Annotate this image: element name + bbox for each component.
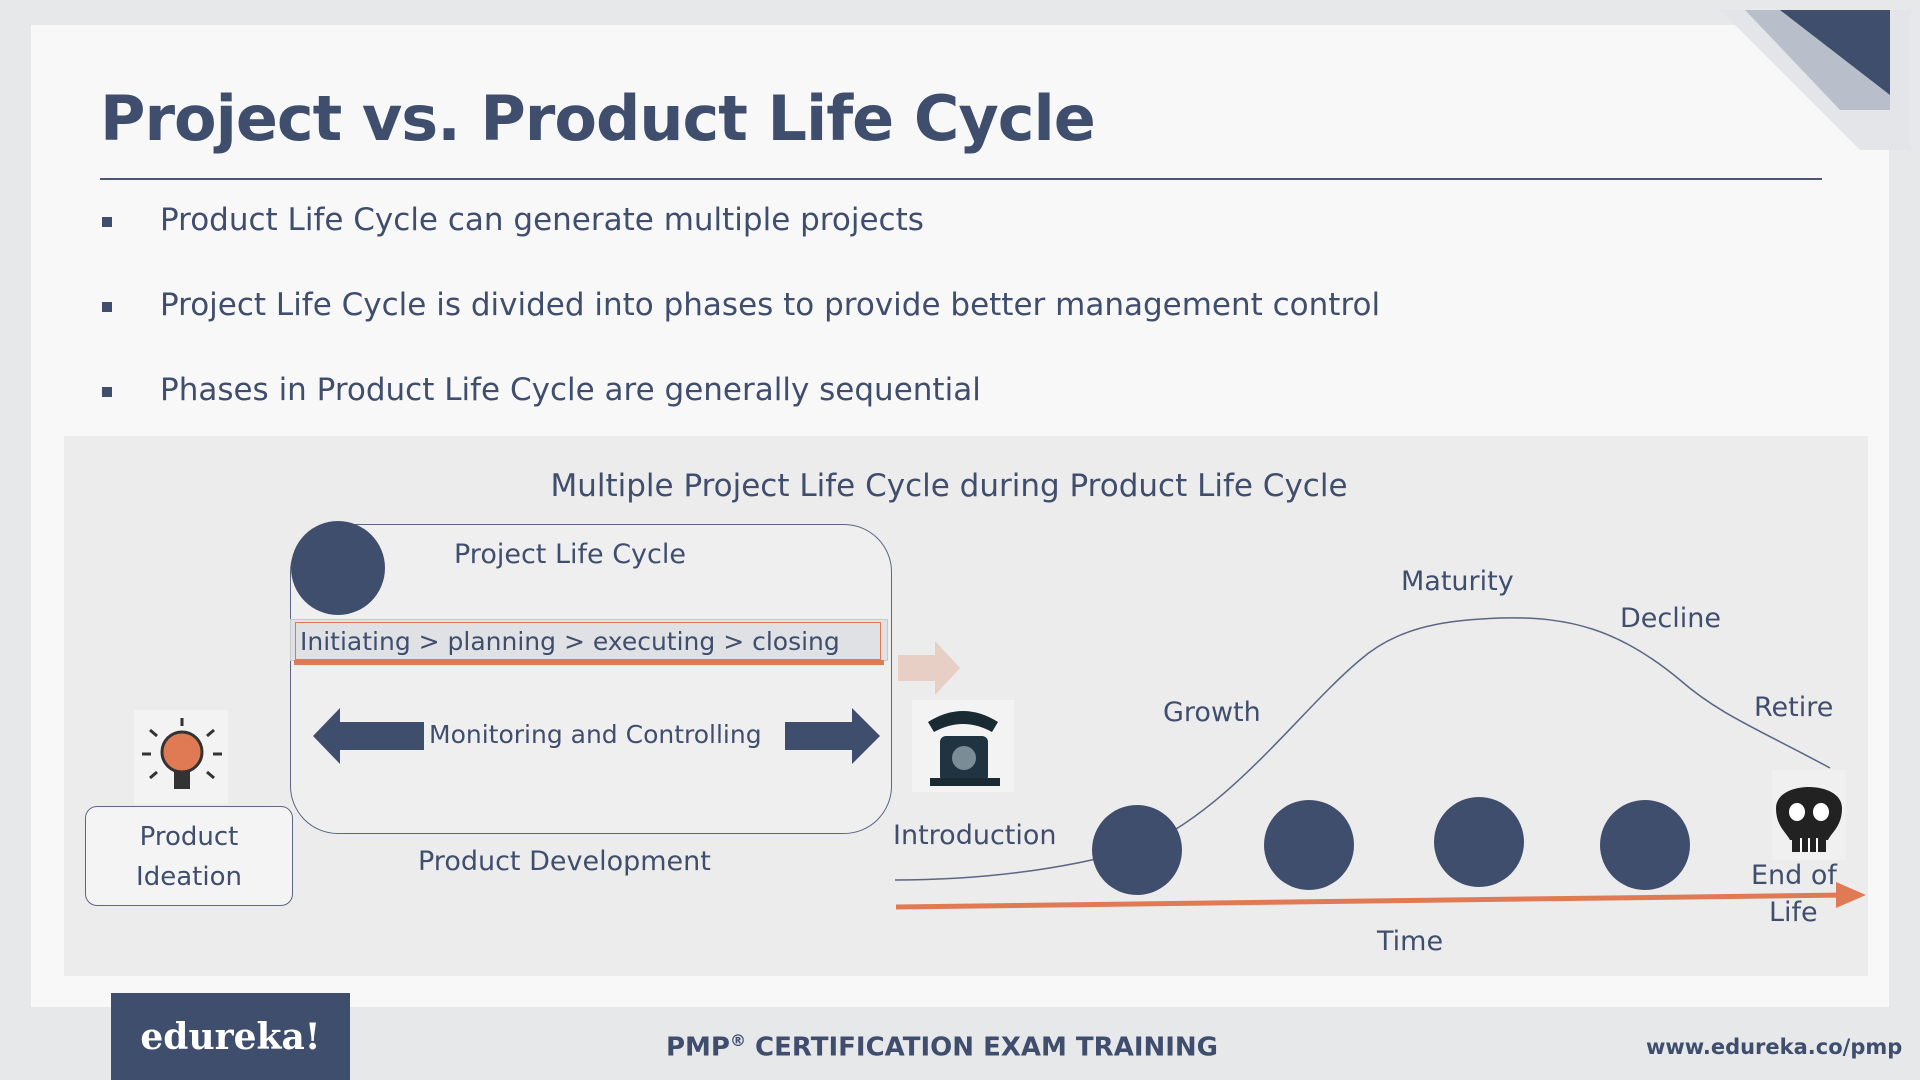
bullet-marker bbox=[102, 217, 112, 227]
footer-course-title: PMP® CERTIFICATION EXAM TRAINING bbox=[666, 1031, 1218, 1063]
stage-introduction: Introduction bbox=[893, 820, 1057, 851]
title-divider bbox=[100, 178, 1822, 180]
stage-growth: Growth bbox=[1163, 697, 1261, 728]
lightbulb-icon bbox=[134, 710, 228, 804]
stage-decline: Decline bbox=[1620, 603, 1721, 634]
telephone-icon bbox=[912, 700, 1014, 792]
product-ideation-line1: Product bbox=[139, 822, 239, 852]
phases-frame bbox=[295, 622, 881, 660]
skull-icon bbox=[1772, 770, 1846, 860]
stage-retire: Retire bbox=[1754, 692, 1834, 723]
bullet-text: Phases in Product Life Cycle are general… bbox=[160, 372, 981, 408]
time-axis-label: Time bbox=[1377, 926, 1444, 957]
stage-maturity: Maturity bbox=[1401, 566, 1514, 597]
stage-circle bbox=[1092, 805, 1182, 895]
project-life-cycle-label: Project Life Cycle bbox=[454, 539, 686, 570]
transition-arrow-icon bbox=[898, 641, 960, 695]
diagram-title: Multiple Project Life Cycle during Produ… bbox=[550, 468, 1348, 504]
phases-text: Initiating > planning > executing > clos… bbox=[300, 627, 840, 656]
bullet-marker bbox=[102, 302, 112, 312]
phases-bar bbox=[290, 619, 888, 661]
end-of-life-line2: Life bbox=[1769, 897, 1818, 928]
bullet-text: Product Life Cycle can generate multiple… bbox=[160, 202, 924, 238]
bullet-text: Project Life Cycle is divided into phase… bbox=[160, 287, 1381, 323]
monitoring-label: Monitoring and Controlling bbox=[429, 720, 762, 749]
registered-mark: ® bbox=[729, 1031, 746, 1050]
corner-decoration bbox=[1720, 10, 1910, 150]
edureka-logo: edureka! bbox=[111, 993, 350, 1080]
footer-pmp: PMP bbox=[666, 1032, 730, 1063]
footer-url[interactable]: www.edureka.co/pmp bbox=[1646, 1035, 1903, 1059]
arrow-left-icon bbox=[313, 708, 424, 764]
stage-circle bbox=[1434, 797, 1524, 887]
stage-circle bbox=[1600, 800, 1690, 890]
footer-course-rest: CERTIFICATION EXAM TRAINING bbox=[745, 1032, 1219, 1063]
product-development-label: Product Development bbox=[418, 846, 711, 877]
stage-circle bbox=[1264, 800, 1354, 890]
time-axis-arrowhead bbox=[1836, 882, 1866, 908]
arrow-right-icon bbox=[785, 708, 880, 764]
time-axis bbox=[895, 892, 1846, 910]
phases-underline bbox=[294, 660, 884, 665]
end-of-life-line1: End of bbox=[1751, 860, 1837, 891]
product-ideation-line2: Ideation bbox=[136, 862, 242, 892]
bullet-marker bbox=[102, 387, 112, 397]
project-cycle-circle bbox=[291, 521, 385, 615]
project-life-cycle-box bbox=[290, 524, 892, 834]
product-ideation-box: Product Ideation bbox=[85, 806, 293, 906]
page-title: Project vs. Product Life Cycle bbox=[100, 82, 1096, 155]
